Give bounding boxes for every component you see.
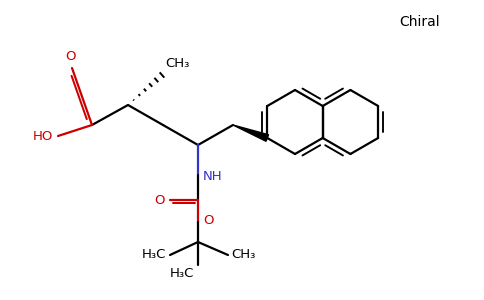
Text: Chiral: Chiral — [400, 15, 440, 29]
Text: H₃C: H₃C — [142, 248, 166, 260]
Text: CH₃: CH₃ — [165, 57, 189, 70]
Text: H₃C: H₃C — [169, 267, 194, 280]
Text: O: O — [65, 50, 75, 63]
Polygon shape — [233, 125, 269, 141]
Text: NH: NH — [203, 170, 223, 184]
Text: O: O — [203, 214, 213, 227]
Text: CH₃: CH₃ — [231, 248, 256, 260]
Text: HO: HO — [32, 130, 53, 142]
Text: O: O — [154, 194, 165, 206]
